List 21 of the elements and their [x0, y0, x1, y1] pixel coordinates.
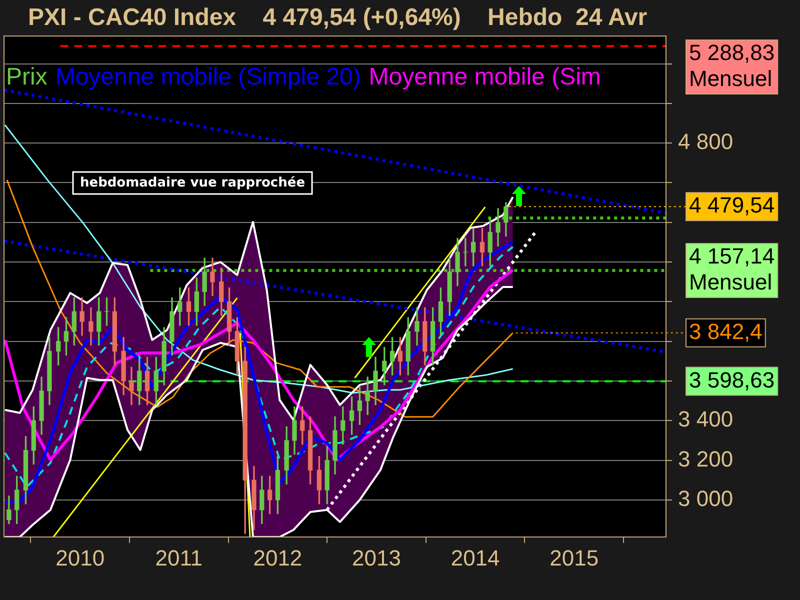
x-tick-label: 2013 [352, 545, 401, 570]
y-tick-label: 3 200 [678, 446, 734, 472]
annotation: 3 598,63 [689, 367, 775, 392]
y-tick-label: 3 000 [678, 486, 734, 511]
x-tick-label: 2015 [550, 545, 599, 570]
text: Moyenne mobile (Simple 20) [55, 64, 361, 91]
x-tick-label: 2012 [253, 545, 302, 570]
candlestick [104, 297, 110, 326]
chart-title: PXI - CAC40 Index 4 479,54 (+0,64%) Hebdo 24 Avr [28, 4, 648, 32]
annotation: 5 288,83 Mensuel [689, 40, 775, 92]
x-tick-label: 2014 [450, 545, 500, 570]
text: Moyenne mobile (Sim [368, 64, 601, 91]
y-tick-label: 4 800 [678, 129, 734, 154]
annotation: hebdomadaire vue rapprochée [80, 175, 306, 190]
x-tick-label: 2011 [155, 545, 203, 570]
annotation: 3 842,4 [689, 318, 762, 344]
text: Prix [6, 64, 48, 91]
y-tick-label: 3 400 [678, 406, 734, 432]
annotation: 4 157,14 Mensuel [689, 244, 775, 295]
annotation: 4 479,54 [689, 192, 775, 218]
x-tick-label: 2010 [56, 545, 105, 570]
